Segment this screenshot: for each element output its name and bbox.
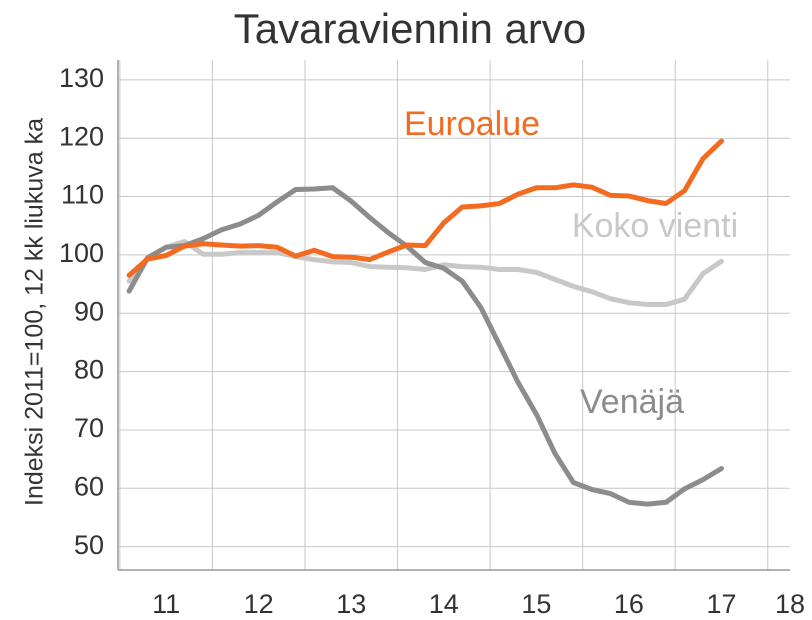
series-label: Venäjä [580, 383, 684, 421]
x-tick-label: 17 [706, 589, 736, 619]
x-tick-label: 13 [336, 589, 366, 619]
x-tick-label: 16 [614, 589, 644, 619]
x-tick-label: 14 [429, 589, 459, 619]
x-tick-label: 11 [152, 589, 180, 619]
series-line [126, 185, 724, 507]
y-axis-label: Indeksi 2011=100, 12 kk liukuva ka [21, 118, 49, 506]
series-line [126, 138, 724, 278]
x-tick-label: 12 [244, 589, 274, 619]
x-tick-label: 15 [521, 589, 551, 619]
y-tick-label: 110 [61, 180, 104, 210]
series-label: Euroalue [404, 105, 540, 143]
y-tick-label: 50 [74, 530, 104, 560]
chart-title: Tavaraviennin arvo [234, 5, 587, 52]
y-tick-label: 60 [74, 471, 104, 501]
y-tick-label: 70 [74, 413, 104, 443]
series-line [126, 239, 724, 307]
y-tick-label: 120 [59, 121, 104, 151]
series-label: Koko vienti [572, 207, 738, 245]
y-tick-label: 100 [59, 238, 104, 268]
y-tick-label: 130 [59, 63, 104, 93]
y-tick-label: 80 [74, 355, 104, 385]
x-tick-label: 18 [775, 589, 805, 619]
y-tick-label: 90 [74, 296, 104, 326]
